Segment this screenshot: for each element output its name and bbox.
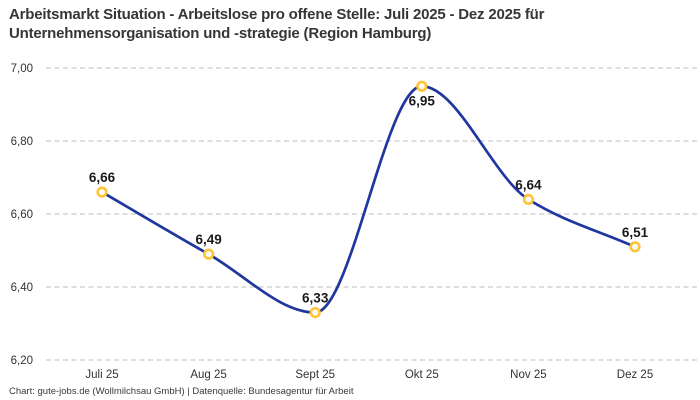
x-axis-tick-label: Aug 25 [190,369,226,381]
x-axis-tick-label: Nov 25 [510,369,546,381]
x-axis-tick-label: Okt 25 [405,369,439,381]
data-point-label: 6,64 [515,177,542,192]
data-point-marker [629,241,641,253]
data-point-label: 6,33 [302,291,329,306]
x-axis-tick-label: Dez 25 [617,369,653,381]
data-point-label: 6,51 [622,225,649,240]
x-axis-tick-label: Sept 25 [295,369,335,381]
y-axis-tick-label: 6,60 [11,209,33,221]
y-axis-tick-label: 6,80 [11,136,33,148]
data-point-marker [203,248,215,260]
data-point-label: 6,95 [409,93,436,108]
data-point-marker [309,306,321,319]
data-point-label: 6,49 [195,232,221,247]
x-axis-tick-label: Juli 25 [85,369,118,381]
chart-attribution: Chart: gute-jobs.de (Wollmilchsau GmbH) … [9,386,354,397]
data-line [100,84,637,314]
data-point-marker [522,193,535,205]
y-axis-tick-label: 6,40 [11,282,33,294]
y-axis-tick-label: 6,20 [11,355,33,367]
data-point-label: 6,66 [89,170,116,185]
data-point-marker [416,80,428,92]
chart-title: Arbeitsmarkt Situation - Arbeitslose pro… [9,5,689,43]
chart-title-line1: Arbeitsmarkt Situation - Arbeitslose pro… [9,6,545,23]
y-axis-tick-label: 7,00 [11,63,33,75]
chart-title-line2: Unternehmensorganisation und -strategie … [9,25,432,42]
data-point-marker [96,186,108,198]
